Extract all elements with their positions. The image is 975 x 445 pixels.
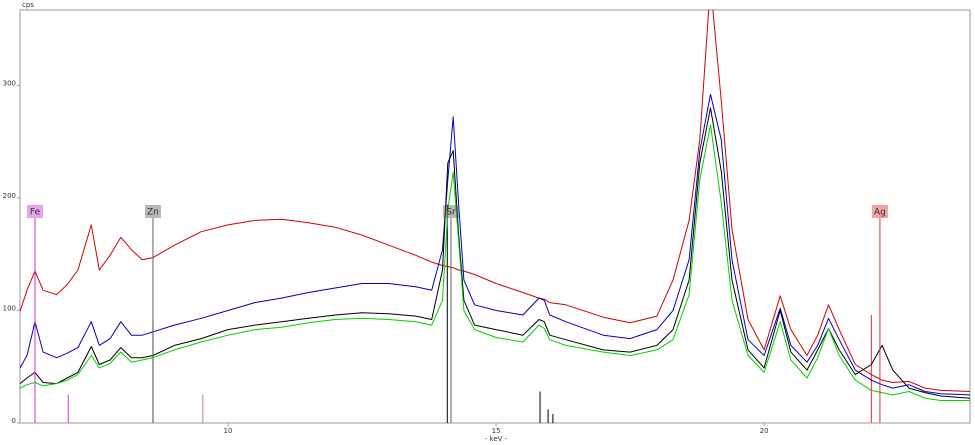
element-label: Fe — [30, 208, 41, 218]
plot-frame — [19, 9, 971, 424]
element-label-box — [27, 205, 44, 218]
element-label: Ag — [874, 208, 886, 218]
element-label: Zn — [147, 208, 159, 218]
y-tick-label: 0 — [12, 417, 16, 425]
x-tick-label: 20 — [760, 427, 769, 435]
element-label-box — [144, 205, 161, 218]
x-axis-label: - keV - — [485, 435, 508, 443]
element-label-box — [871, 205, 888, 218]
y-tick-label: 100 — [3, 304, 16, 312]
x-tick-label: 10 — [224, 427, 233, 435]
spectrum-line — [20, 107, 970, 399]
spectrum-line — [20, 93, 970, 396]
y-tick-label: 300 — [3, 79, 16, 87]
element-label-box — [443, 205, 460, 218]
spectrum-line — [20, 10, 970, 392]
spectrum-line — [20, 124, 970, 401]
plot-area — [20, 10, 970, 423]
element-label: Sr — [446, 208, 456, 218]
y-tick-label: 200 — [3, 192, 16, 200]
x-tick-label: 15 — [492, 427, 501, 435]
y-axis-label: cps — [22, 1, 34, 9]
